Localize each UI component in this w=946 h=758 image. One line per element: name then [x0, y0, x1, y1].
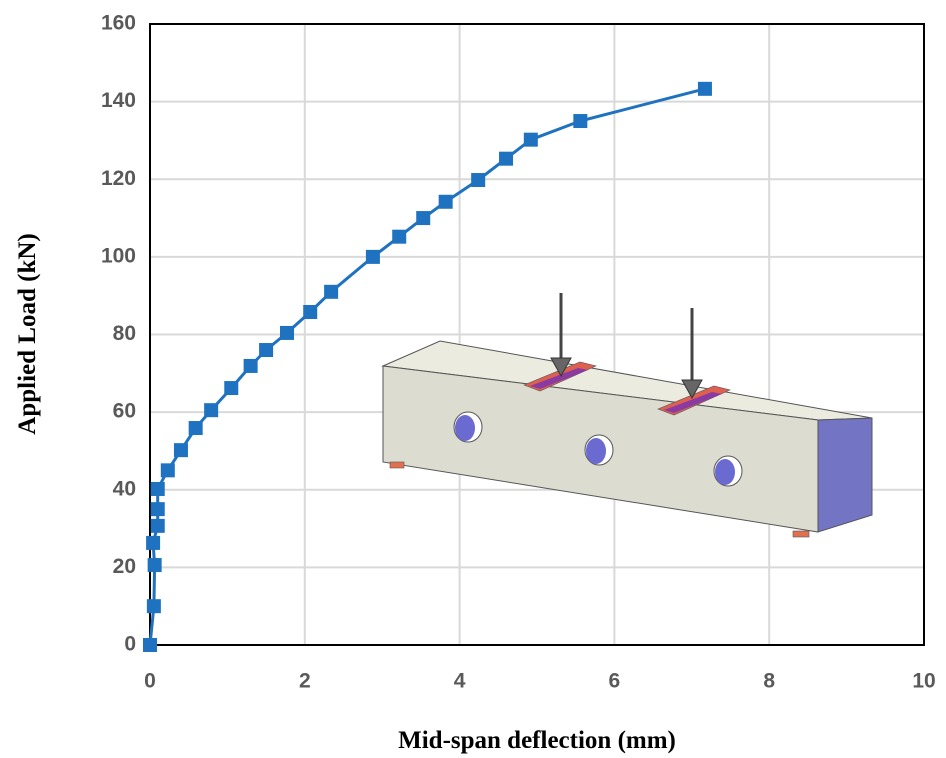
data-point — [160, 463, 175, 478]
y-tick-label: 60 — [113, 400, 136, 423]
data-point — [365, 249, 380, 264]
data-point — [392, 229, 407, 244]
data-point — [279, 325, 294, 340]
x-tick-label: 6 — [609, 670, 621, 693]
y-tick-label: 120 — [101, 167, 136, 190]
data-point — [259, 343, 274, 358]
data-point — [146, 535, 161, 550]
data-point — [499, 151, 514, 166]
grid — [149, 23, 925, 646]
y-tick-label: 20 — [113, 555, 136, 578]
y-tick-label: 100 — [101, 244, 136, 267]
data-point — [204, 403, 219, 418]
data-point — [146, 599, 161, 614]
y-tick-label: 140 — [101, 89, 136, 112]
x-tick-label: 0 — [144, 670, 156, 693]
data-point — [471, 173, 486, 188]
x-tick-label: 2 — [299, 670, 311, 693]
data-point — [324, 284, 339, 299]
data-point — [150, 502, 165, 517]
data-point — [150, 518, 165, 533]
data-point — [173, 443, 188, 458]
series — [143, 81, 712, 652]
y-tick-label: 0 — [124, 633, 136, 656]
y-tick-label: 160 — [101, 12, 136, 35]
plot-border — [149, 23, 925, 646]
data-point — [416, 211, 431, 226]
data-point — [438, 194, 453, 209]
data-point — [243, 358, 258, 373]
data-point — [573, 114, 588, 129]
data-point — [224, 381, 239, 396]
data-point — [188, 421, 203, 436]
y-axis-title: Applied Load (kN) — [14, 233, 41, 434]
x-axis-title: Mid-span deflection (mm) — [398, 727, 676, 754]
data-point — [523, 132, 538, 147]
data-point — [150, 481, 165, 496]
beam-illustration — [381, 293, 873, 538]
y-tick-label: 80 — [113, 322, 136, 345]
x-tick-label: 10 — [912, 670, 935, 693]
data-point — [147, 558, 162, 573]
x-tick-label: 4 — [454, 670, 466, 693]
data-point — [303, 304, 318, 319]
y-tick-label: 40 — [113, 477, 136, 500]
data-point — [143, 638, 157, 652]
data-point — [697, 81, 712, 96]
x-tick-label: 8 — [763, 670, 775, 693]
